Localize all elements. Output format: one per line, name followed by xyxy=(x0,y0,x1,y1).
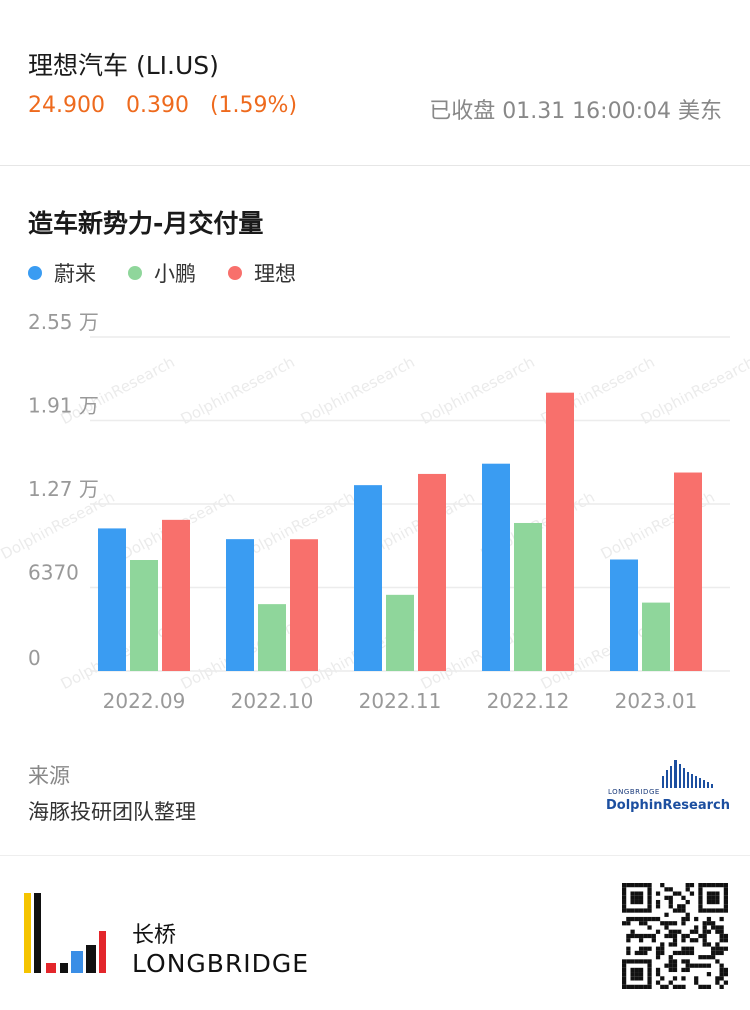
header-divider xyxy=(0,165,750,166)
y-tick-label: 1.91 万 xyxy=(28,394,99,418)
bar-nio-2023.01[interactable] xyxy=(610,559,638,671)
qr-code[interactable] xyxy=(622,883,728,989)
legend-dot-nio xyxy=(28,266,42,280)
chart-title: 造车新势力-月交付量 xyxy=(28,209,264,238)
market-status: 已收盘 01.31 16:00:04 美东 xyxy=(429,99,722,124)
bar-li-2023.01[interactable] xyxy=(674,472,702,671)
bar-xpeng-2022.11[interactable] xyxy=(386,594,414,671)
bar-xpeng-2022.12[interactable] xyxy=(514,522,542,671)
watermark-text: DolphinResearch xyxy=(418,353,538,428)
legend-label-li: 理想 xyxy=(254,262,296,286)
x-axis-labels: 2022.09 2022.10 2022.11 2022.12 2023.01 xyxy=(103,689,698,713)
dolphin-brand-small: LONGBRIDGE xyxy=(608,788,660,796)
y-tick-label: 1.27 万 xyxy=(28,477,99,501)
longbridge-cn: 长桥 xyxy=(132,923,177,948)
legend-item-li: 理想 xyxy=(228,258,296,288)
quote-header: 理想汽车 (LI.US) 24.900 0.390 (1.59%) 已收盘 01… xyxy=(0,0,750,166)
bars xyxy=(98,392,702,671)
price-change-pct: (1.59%) xyxy=(209,93,298,118)
watermark-text: DolphinResearch xyxy=(298,353,418,428)
legend-item-nio: 蔚来 xyxy=(28,258,96,288)
y-tick-label: 6370 xyxy=(28,561,79,585)
legend-label-nio: 蔚来 xyxy=(54,262,96,286)
x-tick-label: 2023.01 xyxy=(615,689,698,713)
bar-li-2022.10[interactable] xyxy=(290,539,318,671)
legend-dot-li xyxy=(228,266,242,280)
bar-li-2022.11[interactable] xyxy=(418,473,446,671)
bar-xpeng-2022.09[interactable] xyxy=(130,559,158,671)
y-tick-label: 2.55 万 xyxy=(28,310,99,334)
bar-li-2022.12[interactable] xyxy=(546,392,574,671)
bar-nio-2022.11[interactable] xyxy=(354,485,382,671)
bar-xpeng-2023.01[interactable] xyxy=(642,602,670,671)
x-tick-label: 2022.09 xyxy=(103,689,186,713)
bar-nio-2022.10[interactable] xyxy=(226,539,254,671)
x-tick-label: 2022.10 xyxy=(231,689,314,713)
chart-legend: 蔚来 小鹏 理想 xyxy=(28,258,328,288)
bar-xpeng-2022.10[interactable] xyxy=(258,604,286,671)
legend-label-xpeng: 小鹏 xyxy=(154,262,196,286)
legend-dot-xpeng xyxy=(128,266,142,280)
longbridge-logo-icon xyxy=(24,893,106,973)
dolphin-brand-big: DolphinResearch xyxy=(606,798,730,813)
stock-name: 理想汽车 (LI.US) xyxy=(28,51,219,80)
footer-divider xyxy=(0,855,750,856)
stock-price: 24.900 xyxy=(28,93,105,118)
watermark-text: DolphinResearch xyxy=(178,353,298,428)
bar-nio-2022.09[interactable] xyxy=(98,528,126,671)
y-axis-labels: 0 6370 1.27 万 1.91 万 2.55 万 xyxy=(28,310,99,670)
source-text: 海豚投研团队整理 xyxy=(28,800,196,824)
bar-li-2022.09[interactable] xyxy=(162,519,190,671)
legend-item-xpeng: 小鹏 xyxy=(128,258,196,288)
y-tick-label: 0 xyxy=(28,646,41,670)
price-row: 24.900 0.390 (1.59%) xyxy=(28,93,297,118)
longbridge-en: LONGBRIDGE xyxy=(132,949,310,978)
source-label: 来源 xyxy=(28,764,70,788)
x-tick-label: 2022.12 xyxy=(487,689,570,713)
bar-nio-2022.12[interactable] xyxy=(482,463,510,671)
price-change: 0.390 xyxy=(125,93,189,118)
delivery-bar-chart: DolphinResearch DolphinResearch DolphinRes… xyxy=(0,310,750,713)
dolphin-research-logo: LONGBRIDGE DolphinResearch xyxy=(600,758,730,816)
skyline-icon xyxy=(662,760,713,788)
x-tick-label: 2022.11 xyxy=(359,689,442,713)
